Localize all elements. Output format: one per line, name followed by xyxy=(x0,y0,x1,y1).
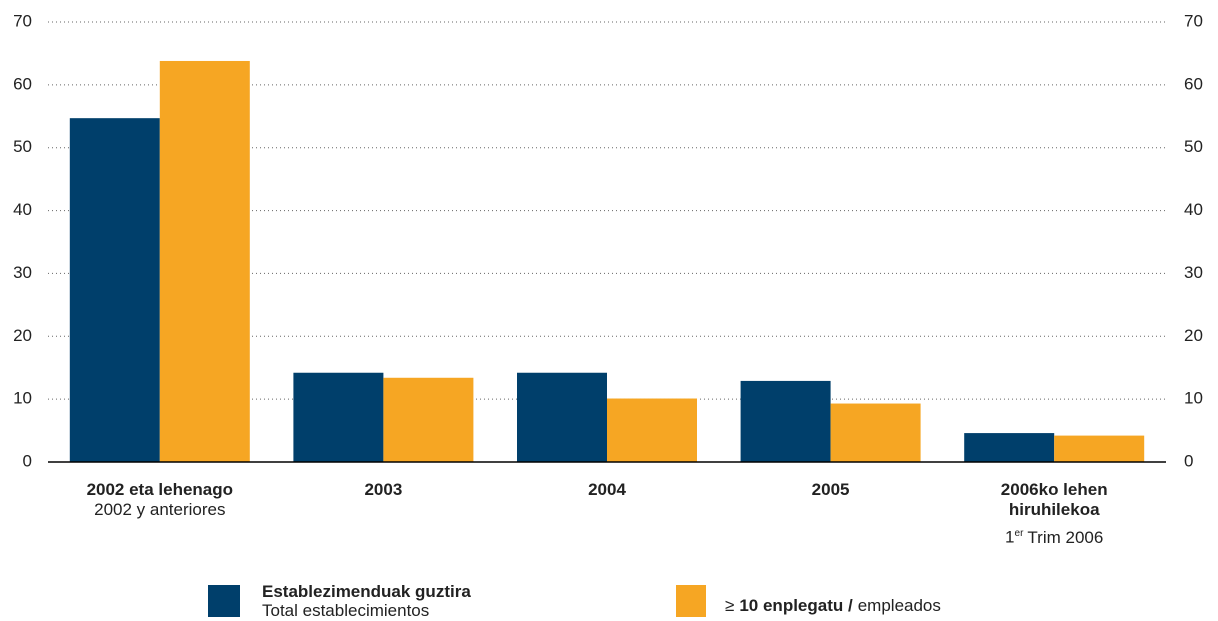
category-name: 2003 xyxy=(364,480,403,499)
bar xyxy=(1054,435,1145,462)
x-tick-label: 2002 eta lehenago 2002 y anteriores xyxy=(55,480,265,520)
sub-part: 1 xyxy=(1005,527,1015,547)
y2-tick-label: 50 xyxy=(1184,137,1203,156)
legend-sub: Total establecimientos xyxy=(262,601,430,620)
bar xyxy=(964,433,1055,462)
y2-tick-label: 40 xyxy=(1184,200,1203,219)
y2-tick-label: 0 xyxy=(1184,451,1193,470)
y-tick-label: 60 xyxy=(13,74,32,93)
sub-sup: er xyxy=(1014,528,1024,539)
y2-tick-label: 60 xyxy=(1184,74,1203,93)
category-sublabel: 1er Trim 2006 xyxy=(979,524,1129,548)
y-tick-label: 50 xyxy=(13,137,32,156)
legend-swatch xyxy=(208,585,240,617)
category-sublabel: 2002 y anteriores xyxy=(94,500,226,519)
x-tick-label: 2004 xyxy=(502,480,712,500)
category-name: 2005 xyxy=(811,480,850,499)
category-name: 2006ko lehen hiruhilekoa xyxy=(1000,480,1108,519)
bar xyxy=(69,118,160,463)
y-tick-label: 10 xyxy=(13,389,32,408)
legend-prefix: ≥ xyxy=(725,596,735,615)
y2-tick-label: 10 xyxy=(1184,389,1203,408)
category-name: 2002 eta lehenago xyxy=(86,480,234,499)
bar xyxy=(607,398,697,462)
sub-part: Trim 2006 xyxy=(1027,527,1104,547)
y2-tick-label: 20 xyxy=(1184,326,1203,345)
legend-swatch xyxy=(676,585,706,617)
y-tick-label: 30 xyxy=(13,263,32,282)
y-tick-label: 70 xyxy=(13,11,32,30)
y2-tick-label: 30 xyxy=(1184,263,1203,282)
legend-entry: ≥10 enplegatu / empleados xyxy=(725,596,941,615)
bar xyxy=(383,377,474,462)
legend-name: Establezimenduak guztira xyxy=(262,582,471,601)
x-tick-label: 2003 xyxy=(278,480,488,500)
y2-tick-label: 70 xyxy=(1184,11,1203,30)
x-tick-label: 2005 xyxy=(726,480,936,500)
legend-name: 10 enplegatu / xyxy=(739,596,853,615)
y-tick-label: 40 xyxy=(13,200,32,219)
x-tick-label: 2006ko lehen hiruhilekoa 1er Trim 2006 xyxy=(979,480,1129,548)
y-tick-label: 0 xyxy=(23,451,32,470)
bar xyxy=(830,403,921,462)
legend-sub: empleados xyxy=(857,596,941,615)
bar xyxy=(740,380,831,462)
y-tick-label: 20 xyxy=(13,326,32,345)
category-name: 2004 xyxy=(588,480,626,499)
bar xyxy=(159,60,250,462)
bar xyxy=(293,372,384,462)
legend-entry: Establezimenduak guztira Total establecim… xyxy=(262,582,471,620)
bar xyxy=(517,372,607,462)
